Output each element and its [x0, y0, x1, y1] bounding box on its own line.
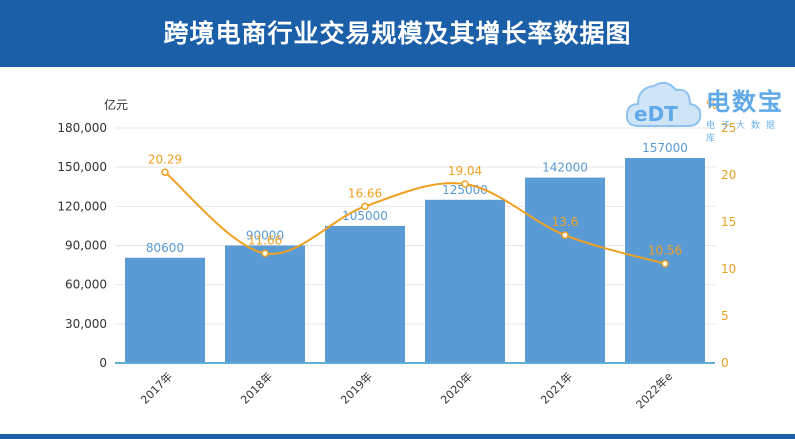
- y-tick-label: 60,000: [65, 278, 107, 292]
- bar: [325, 225, 405, 363]
- watermark-main: 电数宝: [706, 88, 784, 116]
- footer-bar: [0, 434, 795, 439]
- line-data-label: 11.66: [248, 233, 282, 247]
- growth-rate-line: [164, 171, 666, 265]
- y-tick-label: 0: [99, 356, 107, 370]
- bar-data-label: 142000: [542, 161, 588, 175]
- x-tick-label: 2019年: [338, 369, 375, 406]
- header-bar: 跨境电商行业交易规模及其增长率数据图: [0, 0, 795, 67]
- y-right-axis-label: %: [706, 98, 717, 112]
- watermark-logo: eDT 电数宝 电子大数据库: [624, 74, 790, 144]
- y-right-tick-label: 0: [721, 356, 729, 370]
- line-data-label: 13.6: [552, 215, 579, 229]
- line-data-label: 10.56: [648, 244, 682, 258]
- y-tick-label: 120,000: [57, 199, 107, 213]
- y-tick-label: 150,000: [57, 160, 107, 174]
- x-tick-label: 2018年: [238, 369, 275, 406]
- line-point: [461, 180, 469, 188]
- bar: [525, 177, 605, 363]
- bar-data-label: 80600: [146, 241, 184, 255]
- y-tick-label: 30,000: [65, 317, 107, 331]
- y-axis-label: 亿元: [104, 97, 128, 112]
- bar-data-label: 105000: [342, 209, 388, 223]
- bar: [425, 199, 505, 363]
- chart-title: 跨境电商行业交易规模及其增长率数据图: [163, 19, 632, 48]
- cloud-logo-icon: eDT: [625, 81, 702, 127]
- y-right-tick-label: 5: [721, 309, 729, 323]
- bar: [225, 245, 305, 363]
- y-right-tick-label: 25: [721, 121, 736, 135]
- y-right-tick-label: 20: [721, 168, 736, 182]
- y-tick-label: 180,000: [57, 121, 107, 135]
- x-tick-label: 2017年: [138, 369, 175, 406]
- line-point: [261, 249, 269, 258]
- bar-data-label: 157000: [642, 141, 688, 155]
- y-right-tick-label: 15: [721, 215, 736, 229]
- line-point: [361, 202, 369, 211]
- x-tick-label: 2022年e: [633, 369, 675, 411]
- watermark-sub: 电子大数据库: [706, 121, 782, 144]
- line-data-label: 19.04: [448, 164, 482, 178]
- x-tick-label: 2020年: [438, 369, 475, 406]
- logo-text: eDT: [634, 102, 678, 126]
- line-data-label: 16.66: [348, 186, 382, 200]
- line-point: [661, 259, 669, 268]
- line-data-label: 20.29: [148, 152, 182, 166]
- bar: [125, 257, 205, 363]
- y-tick-label: 90,000: [65, 239, 107, 253]
- y-right-tick-label: 10: [721, 262, 736, 276]
- x-tick-label: 2021年: [538, 369, 575, 406]
- line-point: [561, 231, 569, 239]
- line-point: [161, 168, 169, 177]
- bar-data-label: 90000: [246, 229, 284, 243]
